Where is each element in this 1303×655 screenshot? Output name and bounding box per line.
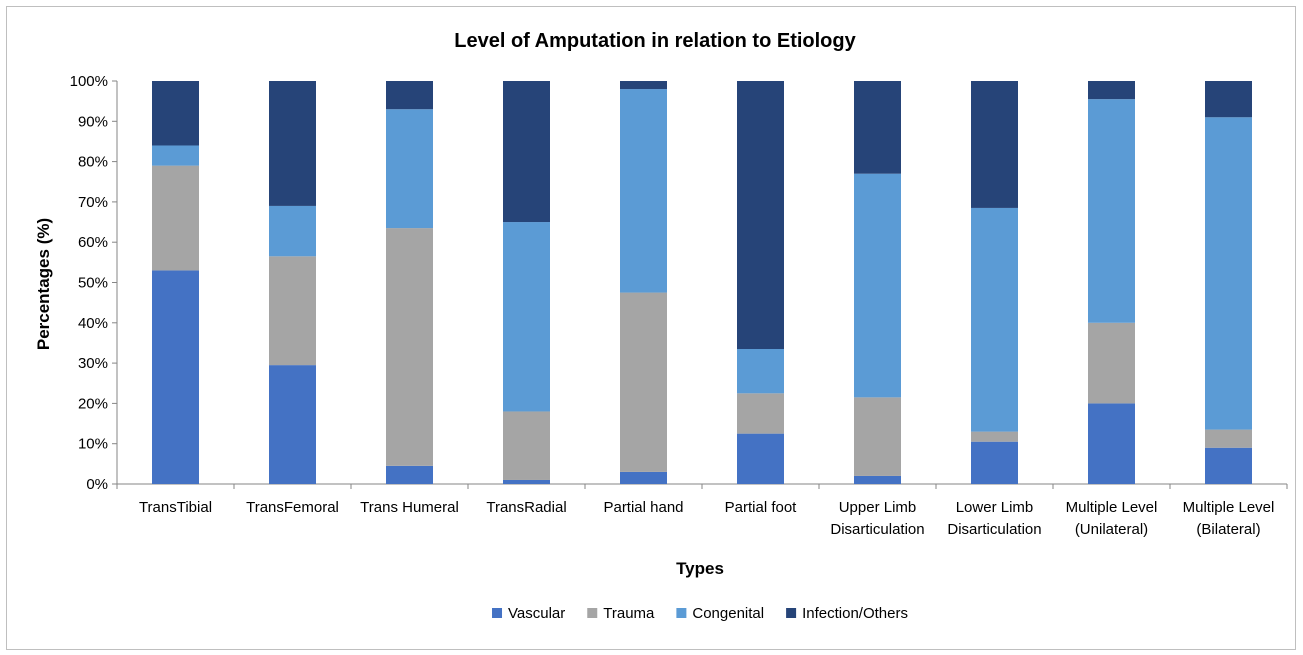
bar-segment-vascular [1088, 403, 1135, 484]
x-category-label-line: Multiple Level [1183, 499, 1275, 516]
y-tick-label: 90% [78, 113, 108, 130]
legend: Vascular Trauma Congenital Infection/Others [492, 605, 908, 622]
bar-segment-congenital [971, 207, 1018, 432]
bar-segment-vascular [620, 471, 667, 484]
bar-segment-trauma [620, 292, 667, 472]
y-tick-label: 40% [78, 315, 108, 332]
y-tick-label: 100% [70, 73, 108, 90]
plot-area: 0% 10% 20% 30% 40% 50% 60% 70% 80% 90% 100% TransTi… [70, 73, 1288, 538]
bar-segment-congenital [269, 205, 316, 257]
bar-segment-congenital [503, 222, 550, 412]
x-category-label-line: TransRadial [486, 499, 566, 516]
x-category-label: TransRadial [486, 499, 566, 516]
y-tick-label: 20% [78, 395, 108, 412]
x-category-label: Multiple Level (Unilateral) [1066, 499, 1158, 538]
x-category-label-line: TransFemoral [246, 499, 339, 516]
bar-segment-infection-others [620, 81, 667, 90]
legend-swatch [492, 608, 503, 618]
y-tick-label: 60% [78, 234, 108, 251]
y-tick-label: 50% [78, 275, 108, 292]
bar-segment-trauma [503, 411, 550, 480]
legend-swatch [786, 608, 797, 618]
y-axis-title: Percentages (%) [34, 218, 53, 350]
y-tick-label: 70% [78, 194, 108, 211]
legend-label: Trauma [603, 605, 655, 622]
y-tick-label: 30% [78, 355, 108, 372]
stacked-bar-chart: Level of Amputation in relation to Etiol… [34, 30, 1288, 622]
x-category-label-line: Disarticulation [947, 521, 1041, 538]
bar-segment-infection-others [503, 81, 550, 223]
x-category-label: TransFemoral [246, 499, 339, 516]
bar-segment-vascular [503, 479, 550, 484]
legend-label: Vascular [508, 605, 565, 622]
x-category-label-line: Lower Limb [956, 499, 1034, 516]
bar-segment-trauma [386, 228, 433, 466]
x-category-label: Upper Limb Disarticulation [830, 499, 924, 538]
x-category-label-line: Upper Limb [839, 499, 917, 516]
bar-segment-infection-others [854, 81, 901, 174]
legend-label: Congenital [692, 605, 764, 622]
x-category-label: Multiple Level (Bilateral) [1183, 499, 1275, 538]
legend-swatch [587, 608, 598, 618]
bar-segment-congenital [386, 109, 433, 229]
bar-segment-infection-others [1088, 81, 1135, 100]
x-category-label-line: Trans Humeral [360, 499, 459, 516]
legend-swatch [676, 608, 687, 618]
x-axis-title: Types [676, 559, 724, 578]
y-tick-label: 0% [86, 476, 108, 493]
bar-segment-infection-others [152, 81, 199, 146]
bar-segment-vascular [737, 433, 784, 485]
chart-frame: Level of Amputation in relation to Etiol… [6, 6, 1296, 650]
bar-segment-infection-others [1205, 81, 1252, 118]
bar-segment-congenital [854, 173, 901, 398]
bar-segment-vascular [269, 365, 316, 484]
x-category-label: TransTibial [139, 499, 212, 516]
bar-segment-vascular [971, 441, 1018, 484]
x-category-label-line: (Unilateral) [1075, 521, 1148, 538]
bar-segment-congenital [737, 349, 784, 394]
x-category-label-line: TransTibial [139, 499, 212, 516]
chart-title: Level of Amputation in relation to Etiol… [454, 30, 856, 52]
y-tick-label: 80% [78, 154, 108, 171]
x-category-label-line: Partial hand [603, 499, 683, 516]
x-category-label-line: Disarticulation [830, 521, 924, 538]
bar-segment-trauma [971, 431, 1018, 442]
bar-segment-congenital [1088, 99, 1135, 323]
y-tick-label: 10% [78, 436, 108, 453]
bar-segment-congenital [152, 145, 199, 166]
x-category-label: Partial foot [725, 499, 798, 516]
x-category-label: Trans Humeral [360, 499, 459, 516]
x-category-label-line: Multiple Level [1066, 499, 1158, 516]
bar-segment-infection-others [971, 81, 1018, 208]
bar-segment-infection-others [269, 81, 316, 206]
bar-segment-trauma [1088, 322, 1135, 404]
bar-segment-vascular [152, 270, 199, 484]
bar-segment-vascular [386, 465, 433, 484]
x-category-label: Partial hand [603, 499, 683, 516]
bar-segment-trauma [737, 393, 784, 434]
bar-segment-infection-others [386, 81, 433, 110]
bar-segment-vascular [1205, 447, 1252, 484]
legend-label: Infection/Others [802, 605, 908, 622]
bar-segment-trauma [1205, 429, 1252, 448]
bar-segment-trauma [854, 397, 901, 476]
x-category-label-line: Partial foot [725, 499, 798, 516]
bar-segment-congenital [1205, 117, 1252, 430]
bar-segment-congenital [620, 89, 667, 293]
x-category-label-line: (Bilateral) [1196, 521, 1260, 538]
bar-segment-trauma [269, 256, 316, 366]
bar-segment-vascular [854, 475, 901, 484]
x-category-label: Lower Limb Disarticulation [947, 499, 1041, 538]
bar-segment-infection-others [737, 81, 784, 349]
bar-segment-trauma [152, 165, 199, 271]
